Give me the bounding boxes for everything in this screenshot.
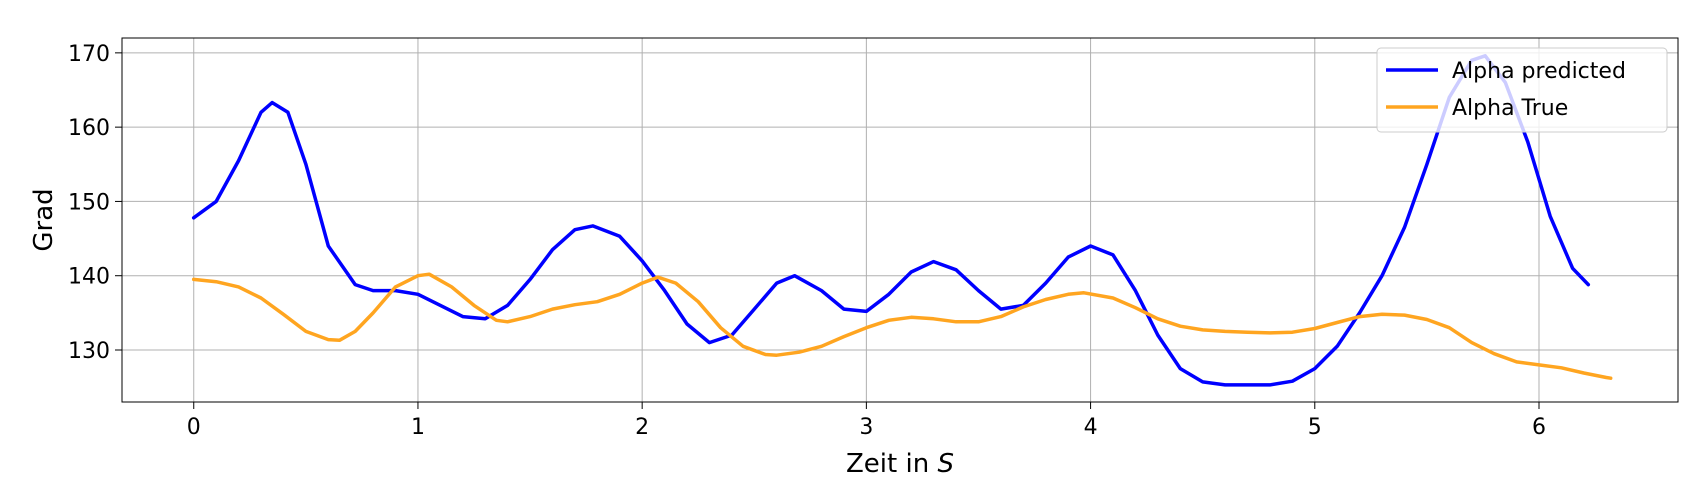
y-tick-label: 170 (68, 42, 110, 67)
x-tick-label: 5 (1308, 415, 1322, 440)
y-axis-label: Grad (29, 188, 59, 251)
series-lines (191, 54, 1613, 387)
x-tick-label: 6 (1532, 415, 1546, 440)
series-line-0 (191, 54, 1591, 387)
x-tick-label: 3 (859, 415, 873, 440)
x-tick-label: 2 (635, 415, 649, 440)
series-line-1 (191, 272, 1613, 380)
x-tick-label: 0 (187, 415, 201, 440)
x-tick-label: 1 (411, 415, 425, 440)
legend-box (1376, 47, 1668, 133)
plot-frame (121, 37, 1679, 403)
y-tick-label: 130 (68, 339, 110, 364)
y-tick-label: 140 (68, 265, 110, 290)
x-axis-label-variable: S (937, 449, 954, 479)
y-tick-label: 150 (68, 190, 110, 215)
x-axis-label: Zeit in S (846, 449, 954, 479)
x-tick-label: 4 (1084, 415, 1098, 440)
x-axis-label-text: Zeit in (846, 449, 937, 479)
legend-label-0: Alpha predicted (1452, 59, 1626, 84)
axis-ticks: 0 1 2 3 4 5 6 130 140 150 160 170 (68, 42, 1546, 440)
legend-label-1: Alpha True (1452, 96, 1568, 121)
y-tick-label: 160 (68, 116, 110, 141)
legend: Alpha predicted Alpha True (1376, 47, 1668, 133)
